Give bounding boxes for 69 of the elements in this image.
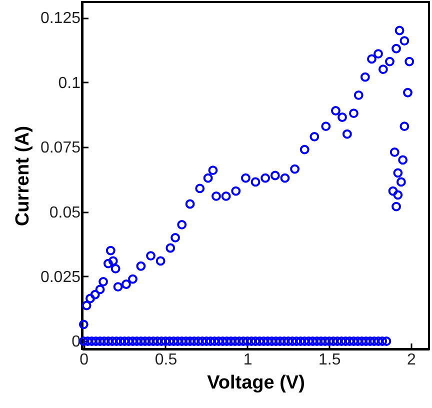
x-tick-label: 1.5 <box>318 352 341 368</box>
point <box>156 256 166 266</box>
point <box>121 280 131 289</box>
y-tick-label: 0.075 <box>40 140 81 157</box>
point <box>212 192 221 201</box>
point <box>385 56 394 66</box>
point <box>136 261 146 271</box>
point <box>290 164 300 174</box>
point <box>103 258 113 268</box>
point <box>110 264 120 274</box>
point <box>393 190 403 200</box>
point <box>392 202 401 212</box>
point <box>321 122 331 131</box>
point <box>108 256 118 266</box>
point <box>400 36 410 46</box>
point <box>177 220 187 230</box>
point <box>404 56 414 66</box>
y-tick-label: 0.1 <box>58 74 81 92</box>
point <box>82 300 92 310</box>
point <box>231 186 241 196</box>
point <box>354 90 364 100</box>
point <box>392 44 401 54</box>
y-tick-label: 0.025 <box>40 268 81 286</box>
point <box>250 177 260 187</box>
point <box>374 49 383 58</box>
point <box>170 232 180 242</box>
point <box>360 72 370 82</box>
point <box>195 184 205 194</box>
point <box>113 282 123 292</box>
x-tick-label: 1 <box>243 352 252 368</box>
y-tick-label: 0.125 <box>40 10 81 28</box>
y-tick-label: 0.05 <box>49 204 81 222</box>
point <box>166 243 176 253</box>
point <box>260 173 270 183</box>
point <box>388 186 398 196</box>
point <box>310 132 320 142</box>
point <box>280 173 290 183</box>
point <box>90 290 100 300</box>
point <box>95 284 105 294</box>
point <box>146 251 156 260</box>
point <box>85 294 95 304</box>
point <box>185 199 195 209</box>
x-tick-label: 2 <box>407 352 416 368</box>
point <box>270 170 280 180</box>
point <box>106 246 116 256</box>
point <box>208 166 218 176</box>
point <box>349 108 358 118</box>
point <box>98 276 108 286</box>
point <box>330 106 340 116</box>
point <box>367 54 376 64</box>
point <box>378 64 388 74</box>
point <box>78 320 88 330</box>
point <box>128 274 138 284</box>
point <box>403 88 412 98</box>
point <box>393 168 403 178</box>
point <box>390 147 400 157</box>
point <box>221 192 231 201</box>
point <box>396 177 406 187</box>
x-tick-label: 0.5 <box>154 352 178 368</box>
y-axis-title: Current (A) <box>12 126 34 226</box>
point <box>398 155 408 165</box>
point <box>203 173 213 183</box>
point <box>342 129 352 139</box>
point <box>338 112 347 122</box>
point <box>300 144 310 154</box>
point <box>400 122 410 131</box>
x-axis-title: Voltage (V) <box>207 372 305 394</box>
point <box>394 26 404 36</box>
point <box>240 173 250 183</box>
